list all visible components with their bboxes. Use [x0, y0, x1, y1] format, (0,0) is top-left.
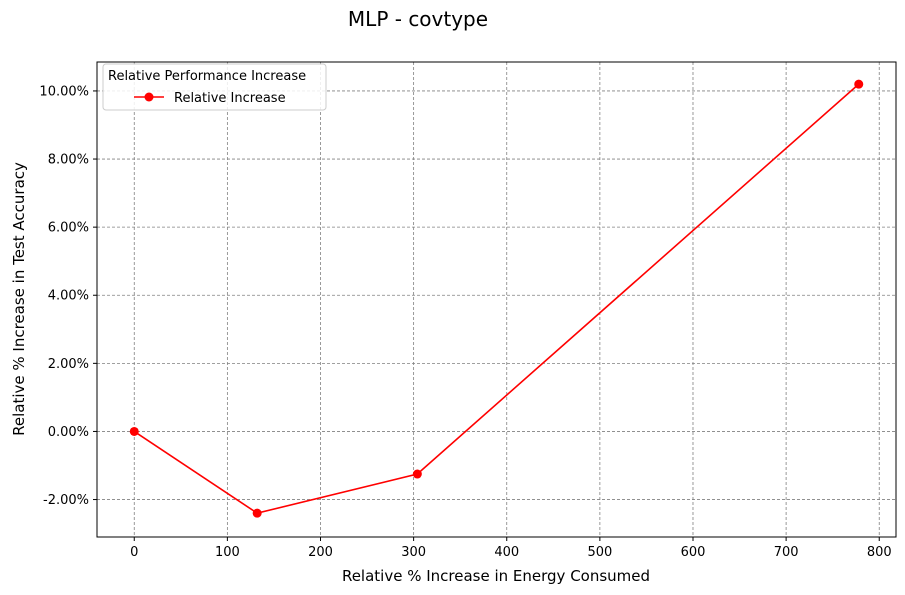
y-axis: -2.00% 0.00% 2.00% 4.00% 6.00% 8.00% 10.00%: [39, 84, 97, 508]
legend-label: Relative Increase: [174, 91, 286, 106]
plot-area: [96, 61, 897, 538]
series-line: [133, 83, 860, 515]
legend: Relative Performance Increase Relative I…: [102, 63, 327, 111]
x-axis-label: Relative % Increase in Energy Consumed: [342, 567, 650, 585]
legend-box: [102, 63, 327, 111]
x-tick-label: 100: [215, 545, 240, 560]
data-point: [412, 469, 422, 479]
y-axis-label: Relative % Increase in Test Accuracy: [10, 162, 28, 436]
x-tick-label: 700: [774, 545, 799, 560]
y-tick-label: 8.00%: [48, 153, 89, 168]
x-axis: 0 100 200 300 400 500 600 700 800: [130, 537, 892, 560]
y-tick-label: 10.00%: [39, 84, 89, 99]
chart-title: MLP - covtype: [348, 7, 488, 31]
x-tick-label: 300: [401, 545, 426, 560]
y-tick-label: 2.00%: [48, 357, 89, 372]
legend-marker-swatch: [144, 92, 154, 102]
y-tick-label: 4.00%: [48, 289, 89, 304]
y-tick-label: -2.00%: [43, 493, 89, 508]
x-tick-label: 0: [130, 545, 138, 560]
data-point: [252, 508, 262, 518]
x-tick-label: 800: [867, 545, 892, 560]
y-tick-label: 0.00%: [48, 425, 89, 440]
series-layer: [129, 79, 864, 518]
x-tick-label: 600: [681, 545, 706, 560]
legend-title: Relative Performance Increase: [108, 69, 306, 84]
x-tick-label: 500: [587, 545, 612, 560]
x-tick-label: 400: [494, 545, 519, 560]
grid: [97, 62, 896, 537]
y-tick-label: 6.00%: [48, 221, 89, 236]
x-tick-label: 200: [308, 545, 333, 560]
data-point: [854, 79, 864, 89]
data-point: [129, 426, 139, 436]
